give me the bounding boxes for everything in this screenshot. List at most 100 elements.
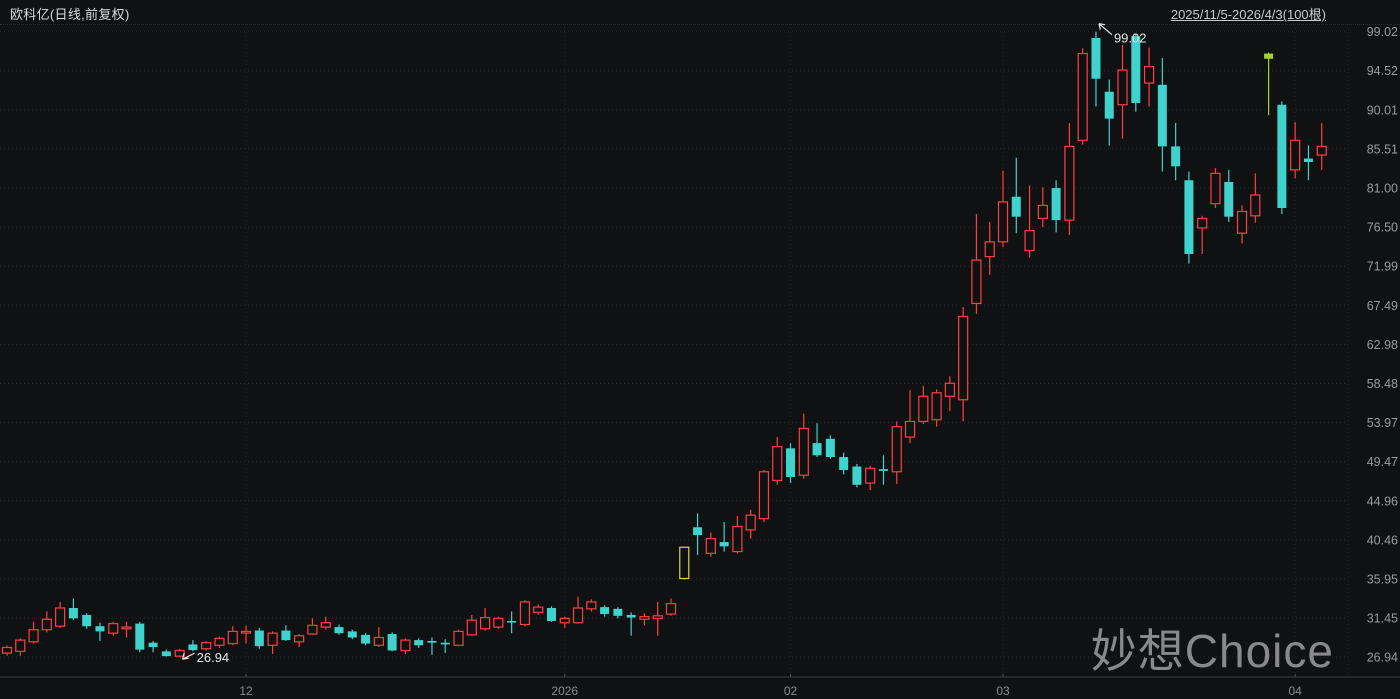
x-axis-label: 2026 xyxy=(551,684,578,698)
candle-body xyxy=(1157,84,1167,147)
candles xyxy=(1,31,1327,658)
y-axis-label: 40.46 xyxy=(1367,533,1398,547)
candle-body xyxy=(586,601,597,610)
low-arrow-head xyxy=(182,657,189,660)
candle-body xyxy=(865,467,876,484)
y-axis-label: 26.94 xyxy=(1367,651,1398,665)
candle-body xyxy=(227,630,238,645)
candle-body xyxy=(1197,217,1208,229)
candle-body xyxy=(1077,52,1088,141)
candle-body xyxy=(466,619,477,636)
y-axis-label: 81.00 xyxy=(1367,182,1398,196)
candle-body xyxy=(440,642,450,645)
candle-body xyxy=(652,615,663,620)
candle-body xyxy=(533,606,544,613)
candle-body xyxy=(281,630,291,641)
candle-body xyxy=(347,631,357,638)
candle-body xyxy=(1143,65,1155,84)
candle-body xyxy=(1051,188,1061,221)
candle-body xyxy=(240,630,252,634)
candle-body xyxy=(373,636,384,646)
candle-body xyxy=(361,634,371,644)
candle-body xyxy=(758,471,770,520)
y-axis-label: 76.50 xyxy=(1367,221,1398,235)
low-arrow xyxy=(182,652,195,660)
candle-body xyxy=(135,623,145,650)
candle-body xyxy=(507,621,517,623)
candle-body xyxy=(1277,104,1287,209)
candle-body xyxy=(479,616,491,630)
candle-body xyxy=(786,448,796,477)
y-axis-label: 71.99 xyxy=(1367,260,1398,274)
y-axis-label: 49.47 xyxy=(1367,455,1398,469)
candle-body xyxy=(95,626,105,632)
candle-body xyxy=(825,438,835,458)
candle-body xyxy=(148,642,158,648)
candle-body xyxy=(1303,158,1313,163)
x-axis-label: 03 xyxy=(996,684,1010,698)
candle-body xyxy=(1064,145,1075,221)
axes: 99.02 94.52 90.01 85.51 81.00 76.50 71.99 67.49… xyxy=(0,25,1400,698)
candle-body xyxy=(745,514,756,531)
candle-body xyxy=(613,608,623,616)
candle-body xyxy=(798,427,809,476)
candle-body xyxy=(891,426,902,473)
candle-body xyxy=(1037,204,1048,220)
candle-body xyxy=(121,626,132,630)
candle-body xyxy=(453,630,464,646)
candle-body xyxy=(1290,139,1301,171)
y-axis-label: 90.01 xyxy=(1367,103,1398,117)
candle-body xyxy=(1171,146,1181,167)
candle-body xyxy=(41,618,52,631)
candle-body xyxy=(214,637,225,646)
candle-body xyxy=(559,617,570,624)
candle-body xyxy=(626,614,636,618)
candle-body xyxy=(997,201,1009,243)
candle-body xyxy=(1131,36,1141,104)
candle-body xyxy=(852,466,862,485)
y-axis-label: 31.45 xyxy=(1367,611,1398,625)
high-arrow xyxy=(1098,23,1113,36)
low-arrow-head xyxy=(182,652,185,660)
y-axis-label: 58.48 xyxy=(1367,377,1398,391)
chart-header: 欧科亿(日线,前复权) 2025/11/5-2026/4/3(100根) xyxy=(0,0,1400,24)
y-axis-label: 35.95 xyxy=(1367,572,1398,586)
candle-body xyxy=(427,640,437,643)
x-axis-label: 04 xyxy=(1288,684,1302,698)
y-axis-label: 85.51 xyxy=(1367,142,1398,156)
x-axis-label: 02 xyxy=(784,684,798,698)
date-range-link[interactable]: 2025/11/5-2026/4/3(100根) xyxy=(1170,7,1326,22)
candle-body xyxy=(174,649,185,657)
x-axis-label: 12 xyxy=(239,684,253,698)
annotations: 99.02 26.94 xyxy=(182,23,1147,665)
candle-body xyxy=(639,616,650,620)
candle-body xyxy=(944,382,955,397)
candle-body xyxy=(1224,181,1234,217)
candle-body xyxy=(878,469,888,471)
candle-body xyxy=(55,607,66,627)
header-divider xyxy=(0,24,1400,25)
candle-body xyxy=(732,525,743,553)
candle-body xyxy=(693,527,703,536)
page-title: 欧科亿(日线,前复权) xyxy=(10,7,130,22)
candle-body xyxy=(839,457,849,471)
candle-body xyxy=(28,629,39,643)
grid xyxy=(0,24,1349,677)
candle-body xyxy=(307,624,318,635)
candle-body xyxy=(812,443,822,456)
candle-body xyxy=(201,642,212,650)
candle-body xyxy=(1091,37,1101,79)
candle-body xyxy=(971,259,982,305)
high-arrow-head xyxy=(1098,23,1106,26)
candle-body xyxy=(414,640,424,646)
candle-body xyxy=(679,546,690,580)
candle-body xyxy=(1236,210,1248,234)
candle-body xyxy=(15,639,26,652)
high-arrow-head xyxy=(1098,23,1102,30)
candle-body xyxy=(572,607,584,624)
y-axis-label: 67.49 xyxy=(1367,299,1398,313)
candle-body xyxy=(1117,69,1128,106)
candle-body xyxy=(1024,229,1035,252)
